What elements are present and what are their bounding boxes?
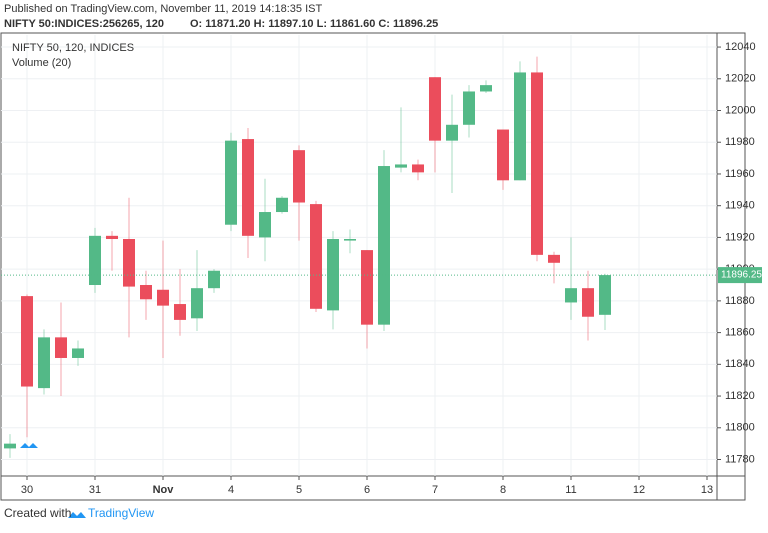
y-tick-label: 12000 xyxy=(725,104,756,116)
candle-body xyxy=(38,337,50,389)
footer-logo xyxy=(68,512,86,518)
y-tick-label: 11980 xyxy=(725,136,755,148)
x-tick-label: 5 xyxy=(296,484,302,496)
candle-body xyxy=(514,72,526,181)
candle-body xyxy=(55,337,67,358)
candle-body xyxy=(174,304,186,320)
y-tick-label: 11820 xyxy=(725,390,755,402)
legend-entry: NIFTY 50, 120, INDICES xyxy=(12,42,134,54)
x-tick-label: 12 xyxy=(633,484,645,496)
x-tick-label: 31 xyxy=(89,484,101,496)
candle-body xyxy=(72,348,84,358)
candle-body xyxy=(140,285,152,300)
candle-body xyxy=(548,254,560,263)
x-tick-label: 11 xyxy=(565,484,576,496)
x-tick-label: 4 xyxy=(228,484,234,496)
price-label-box xyxy=(718,267,762,284)
quote: O: 11871.20 H: 11897.10 L: 11861.60 C: 1… xyxy=(190,18,438,30)
candle-body xyxy=(599,275,611,315)
candle-body xyxy=(446,124,458,141)
candle-body xyxy=(4,443,16,449)
y-tick-label: 11940 xyxy=(725,200,755,212)
candle-body xyxy=(412,164,424,173)
y-tick-label: 11880 xyxy=(725,295,755,307)
y-tick-label: 11840 xyxy=(725,358,755,370)
footer-brand[interactable]: TradingView xyxy=(88,506,154,520)
candle-body xyxy=(531,72,543,255)
candle-body xyxy=(157,289,169,306)
published-note: Published on TradingView.com, November 1… xyxy=(4,3,322,15)
candle-body xyxy=(582,288,594,317)
x-tick-label: 7 xyxy=(432,484,438,496)
candle-body xyxy=(378,166,390,325)
y-tick-label: 11920 xyxy=(725,231,755,243)
candle-body xyxy=(395,164,407,168)
candle-body xyxy=(242,139,254,236)
candle-body xyxy=(106,235,118,240)
candle-body xyxy=(259,212,271,238)
candle-body xyxy=(480,85,492,92)
legend-entry: Volume (20) xyxy=(12,57,71,69)
candle-body xyxy=(276,197,288,213)
candle-body xyxy=(497,129,509,181)
candle-body xyxy=(361,250,373,325)
x-tick-label: 13 xyxy=(701,484,713,496)
candle-body xyxy=(208,270,220,289)
candle-body xyxy=(21,296,33,387)
y-tick-label: 11800 xyxy=(725,422,755,434)
candle-body xyxy=(463,91,475,125)
footer-text: Created with xyxy=(4,506,71,520)
candle-body xyxy=(293,150,305,203)
candle-body xyxy=(327,239,339,311)
y-tick-label: 11860 xyxy=(725,327,755,339)
y-tick-label: 11960 xyxy=(725,168,755,180)
y-tick-label: 12040 xyxy=(725,41,756,53)
y-tick-label: 12020 xyxy=(725,73,756,85)
logo xyxy=(20,443,38,448)
candle-body xyxy=(565,288,577,303)
candle-body xyxy=(344,239,356,241)
x-tick-label: 8 xyxy=(500,484,506,496)
candle-body xyxy=(310,204,322,309)
x-tick-label: 30 xyxy=(21,484,33,496)
price-label: 11896.25 xyxy=(721,270,762,281)
candle-body xyxy=(191,288,203,319)
x-tick-label: Nov xyxy=(153,484,175,496)
x-tick-label: 6 xyxy=(364,484,370,496)
candle-body xyxy=(429,77,441,141)
symbol: NIFTY 50:INDICES:256265, 120 xyxy=(4,18,164,30)
candle-body xyxy=(225,140,237,225)
y-tick-label: 11780 xyxy=(725,453,755,465)
chart-frame xyxy=(0,32,746,501)
candle-body xyxy=(89,235,101,286)
candle-body xyxy=(123,239,135,287)
